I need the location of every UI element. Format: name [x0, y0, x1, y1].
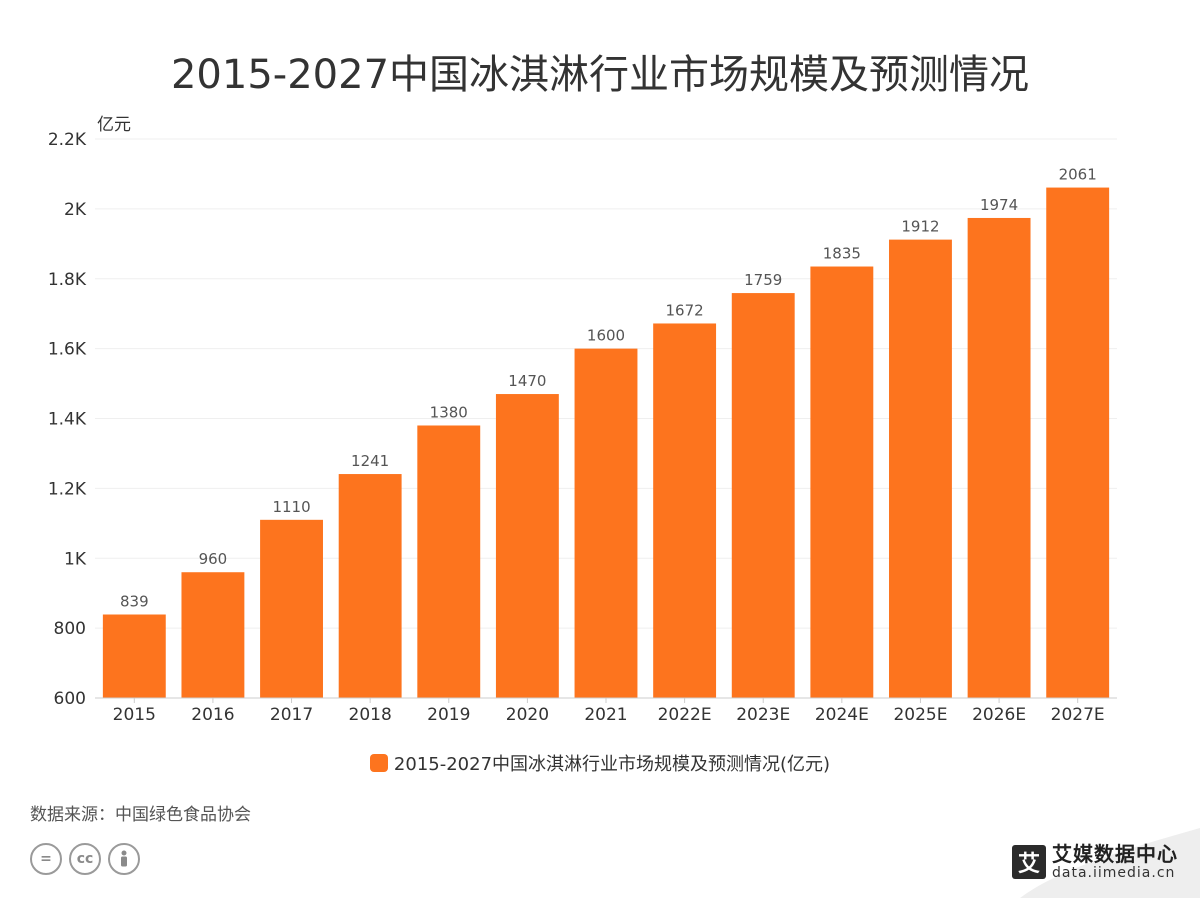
legend[interactable]: 2015-2027中国冰淇淋行业市场规模及预测情况(亿元) [0, 750, 1200, 776]
y-tick-label: 1.2K [48, 479, 87, 499]
x-tick-label: 2019 [427, 705, 470, 725]
chart-title: 2015-2027中国冰淇淋行业市场规模及预测情况 [170, 52, 1030, 98]
x-tick-label: 2016 [191, 705, 234, 725]
equals-icon: = [30, 843, 62, 875]
data-label: 1759 [744, 271, 782, 289]
x-tick-label: 2020 [506, 705, 549, 725]
x-tick-label: 2027E [1051, 705, 1105, 725]
bar [338, 474, 402, 698]
x-tick-label: 2023E [736, 705, 790, 725]
data-label: 960 [199, 550, 228, 568]
data-label: 1380 [430, 403, 468, 421]
y-tick-label: 1.4K [48, 410, 87, 430]
brand-background [1020, 828, 1200, 898]
legend-label: 2015-2027中国冰淇淋行业市场规模及预测情况(亿元) [393, 754, 831, 775]
bar [417, 425, 481, 698]
x-tick-label: 2025E [893, 705, 947, 725]
data-label: 1672 [666, 301, 704, 319]
x-tick-label: 2017 [270, 705, 313, 725]
data-label: 1110 [272, 498, 310, 516]
x-tick-label: 2018 [349, 705, 392, 725]
data-label: 2061 [1059, 166, 1097, 184]
y-tick-label: 600 [54, 689, 86, 709]
y-tick-label: 1.6K [48, 340, 87, 360]
data-label: 1600 [587, 327, 625, 345]
bar [810, 266, 874, 698]
bar [1046, 187, 1110, 699]
license-icons: = cc [30, 843, 140, 875]
x-tick-label: 2026E [972, 705, 1026, 725]
bar [967, 217, 1031, 699]
person-icon [108, 843, 140, 875]
y-tick-label: 1K [64, 549, 87, 569]
data-label: 1470 [508, 372, 546, 390]
bar [653, 323, 717, 698]
data-label: 1835 [823, 245, 861, 263]
data-label: 839 [120, 592, 149, 610]
bar [495, 394, 559, 698]
y-tick-label: 2.2K [48, 130, 87, 150]
brand-logo-icon: 艾 [1012, 845, 1046, 879]
y-tick-label: 2K [64, 200, 87, 220]
bar [102, 614, 166, 698]
brand-url: data.iimedia.cn [1052, 865, 1176, 881]
bar [889, 239, 952, 698]
bar [731, 293, 795, 698]
y-axis-label: 亿元 [97, 115, 131, 135]
legend-swatch [369, 754, 388, 772]
bar [574, 348, 638, 698]
brand-block: 艾 艾媒数据中心 data.iimedia.cn [1012, 843, 1178, 881]
x-tick-label: 2021 [584, 705, 627, 725]
data-label: 1241 [351, 452, 389, 470]
data-label: 1974 [980, 196, 1018, 214]
cc-icon: cc [69, 843, 101, 875]
bar [260, 519, 323, 698]
bar-chart: 600 800 1K 1.2K 1.4K 1.6K 1.8K 2K 2.2K 亿元 839 2015 9… [48, 115, 1117, 725]
brand-name: 艾媒数据中心 [1052, 842, 1178, 866]
x-tick-label: 2024E [815, 705, 869, 725]
y-tick-label: 1.8K [48, 270, 87, 290]
y-tick-label: 800 [54, 619, 86, 639]
source-note: 数据来源：中国绿色食品协会 [30, 805, 251, 825]
x-tick-label: 2022E [658, 705, 712, 725]
x-tick-label: 2015 [113, 705, 156, 725]
bar [181, 572, 245, 698]
data-label: 1912 [901, 218, 939, 236]
